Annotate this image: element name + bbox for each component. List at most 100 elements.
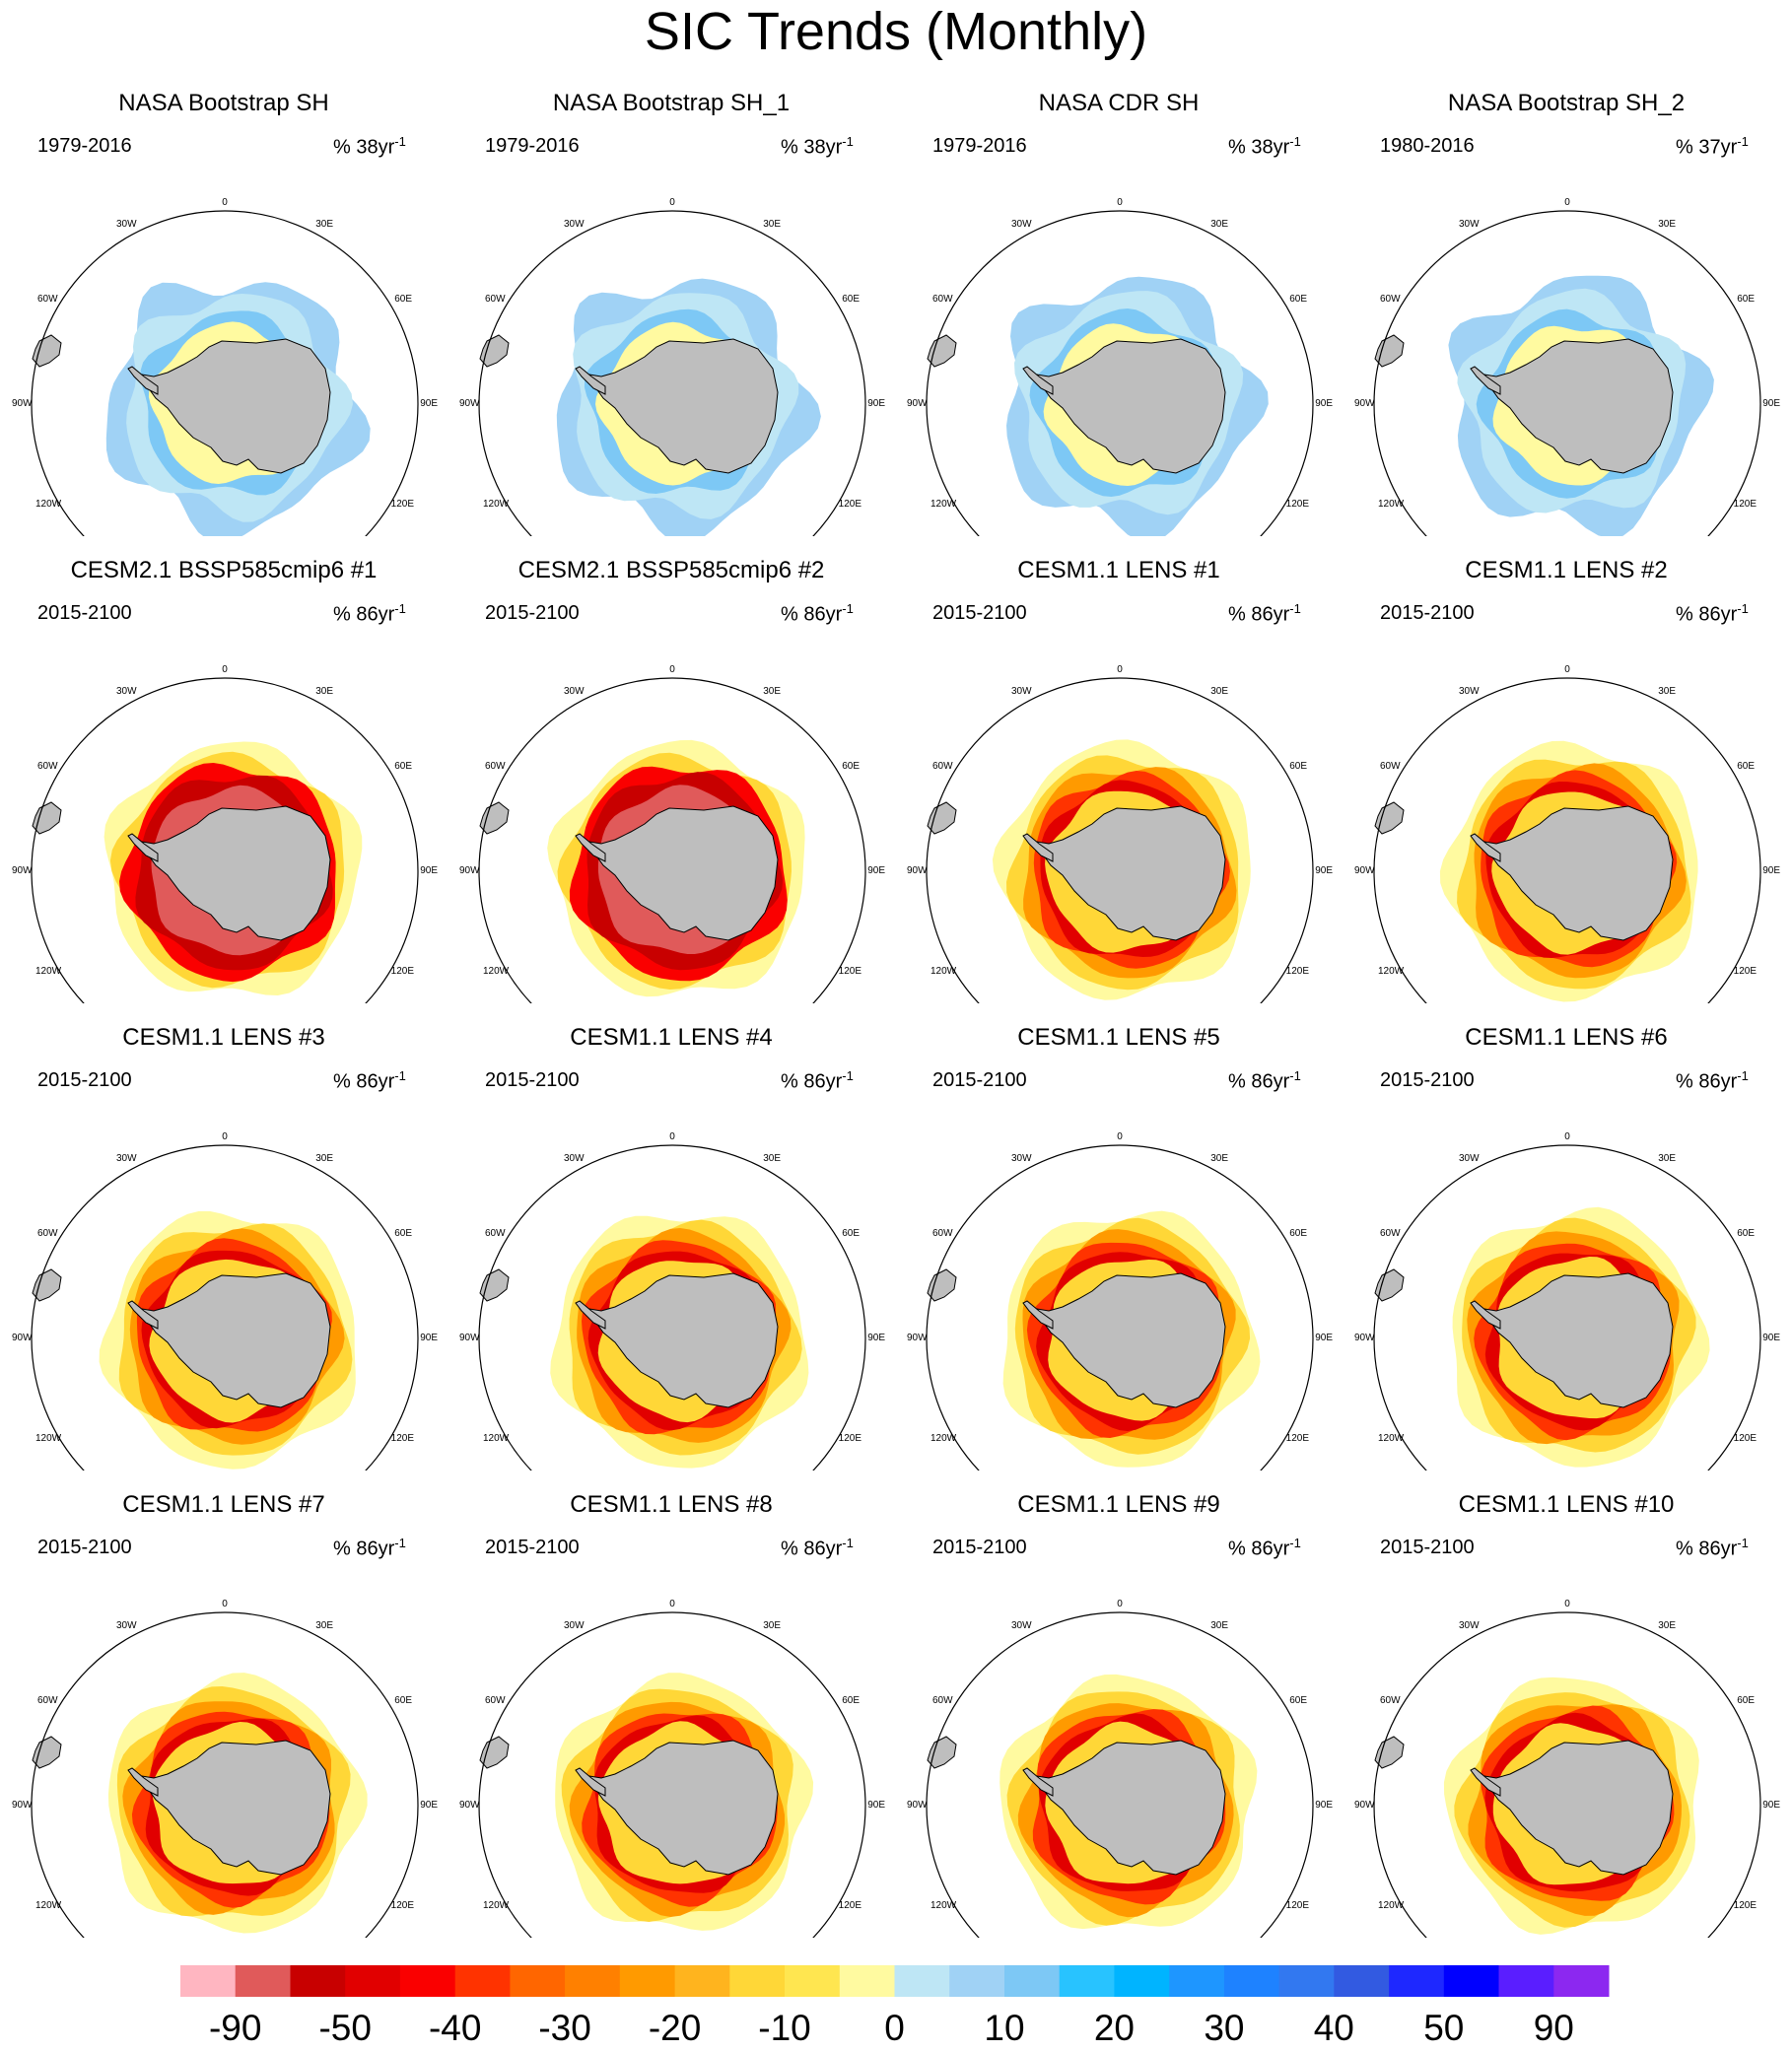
antarctic-peninsula	[127, 1767, 159, 1797]
antarctic-peninsula	[575, 1767, 606, 1797]
map-boundary-circle	[1373, 210, 1761, 536]
colorbar-swatch	[1059, 1965, 1115, 1997]
longitude-label-60e: 60E	[842, 761, 860, 772]
colorbar-swatch	[180, 1965, 237, 1997]
longitude-label-30e: 30E	[763, 1153, 781, 1164]
colorbar-swatch	[785, 1965, 841, 1997]
longitude-label-30e: 30E	[1658, 219, 1676, 230]
longitude-label-60w: 60W	[37, 1695, 58, 1706]
colorbar-swatch	[565, 1965, 621, 1997]
longitude-label-120e: 120E	[1734, 1900, 1758, 1911]
south-america-land	[32, 1736, 62, 1769]
panel-units-text: % 86yr	[333, 603, 395, 626]
longitude-label-120w: 120W	[35, 1900, 62, 1911]
longitude-label-60e: 60E	[394, 1695, 412, 1706]
longitude-label-90w: 90W	[1354, 1800, 1375, 1811]
polar-map: 018030W60W90W120W150W30E60E90E120E150E	[12, 664, 438, 1003]
polar-map: 018030W60W90W120W150W30E60E90E120E150E	[1354, 197, 1780, 536]
longitude-label-120e: 120E	[1734, 499, 1758, 510]
longitude-label-30w: 30W	[1011, 219, 1032, 230]
antarctica-land	[141, 1740, 331, 1876]
colorbar-swatch	[949, 1965, 1005, 1997]
panel-units-text: % 38yr	[1228, 136, 1290, 159]
longitude-label-0: 0	[1564, 664, 1570, 675]
longitude-label-90w: 90W	[459, 398, 480, 409]
longitude-label-0: 0	[1117, 1131, 1123, 1142]
colorbar-label: -20	[649, 2008, 701, 2048]
longitude-label-30w: 30W	[564, 686, 585, 697]
longitude-label-30w: 30W	[1459, 1153, 1480, 1164]
colorbar-swatch	[1114, 1965, 1170, 1997]
colorbar-swatch	[290, 1965, 346, 1997]
panel-units-text: % 86yr	[1228, 1538, 1290, 1560]
panel-title: NASA Bootstrap SH_2	[1447, 90, 1686, 116]
longitude-label-60e: 60E	[842, 1228, 860, 1239]
panel-title: NASA CDR SH	[1038, 90, 1200, 116]
longitude-label-90e: 90E	[867, 865, 885, 876]
longitude-label-90e: 90E	[1762, 865, 1780, 876]
panel-title: CESM1.1 LENS #7	[122, 1491, 325, 1518]
longitude-label-90e: 90E	[867, 1333, 885, 1343]
longitude-label-120e: 120E	[391, 1433, 415, 1444]
antarctica-land	[1483, 1272, 1674, 1408]
colorbar-label: -90	[209, 2008, 261, 2048]
longitude-label-30e: 30E	[1210, 1153, 1228, 1164]
panel-units-text: % 86yr	[781, 603, 843, 626]
map-boundary-circle	[478, 210, 866, 536]
antarctica-land	[588, 805, 779, 941]
longitude-label-60e: 60E	[1289, 1228, 1307, 1239]
panel-units-text: % 38yr	[781, 136, 843, 159]
antarctic-peninsula	[575, 1300, 606, 1330]
antarctic-peninsula	[575, 833, 606, 862]
panel-units-exponent: -1	[394, 1536, 406, 1550]
longitude-label-120e: 120E	[1286, 966, 1310, 977]
colorbar-swatch	[399, 1965, 456, 1997]
longitude-label-120w: 120W	[35, 1433, 62, 1444]
longitude-label-30w: 30W	[116, 1153, 137, 1164]
polar-map: 018030W60W90W120W150W30E60E90E120E150E	[12, 1599, 438, 1938]
polar-map: 018030W60W90W120W150W30E60E90E120E150E	[459, 664, 885, 1003]
map-boundary-circle	[1373, 1144, 1761, 1471]
colorbar-swatch	[894, 1965, 950, 1997]
longitude-label-60e: 60E	[1289, 1695, 1307, 1706]
panel-units-exponent: -1	[1737, 1068, 1749, 1083]
panel-units: % 86yr-1	[1228, 597, 1301, 627]
longitude-label-90w: 90W	[907, 1333, 928, 1343]
antarctica-land	[141, 1272, 331, 1408]
longitude-label-60w: 60W	[37, 294, 58, 305]
panel-years: 2015-2100	[932, 1537, 1027, 1558]
colorbar-swatch	[1334, 1965, 1390, 1997]
panel-title: CESM2.1 BSSP585cmip6 #2	[517, 557, 825, 583]
antarctica-land	[1483, 805, 1674, 941]
longitude-label-30e: 30E	[763, 1620, 781, 1631]
longitude-label-0: 0	[669, 1599, 675, 1609]
colorbar-swatch	[1443, 1965, 1499, 1997]
antarctica-land	[1036, 338, 1226, 474]
panel-years: 2015-2100	[37, 1069, 132, 1091]
panel-title: CESM1.1 LENS #1	[1017, 557, 1220, 583]
panel-units-text: % 86yr	[781, 1070, 843, 1093]
panel-units: % 86yr-1	[1676, 597, 1749, 627]
panel-title: CESM1.1 LENS #4	[570, 1024, 773, 1051]
longitude-label-60e: 60E	[1737, 1695, 1755, 1706]
map-boundary-circle	[926, 677, 1314, 1003]
colorbar-swatch	[1223, 1965, 1280, 1997]
longitude-label-30w: 30W	[1459, 219, 1480, 230]
longitude-label-60e: 60E	[842, 1695, 860, 1706]
antarctica-land	[1036, 805, 1226, 941]
map-boundary-circle	[926, 210, 1314, 536]
map-boundary-circle	[31, 677, 419, 1003]
longitude-label-120w: 120W	[930, 499, 957, 510]
longitude-label-60w: 60W	[932, 761, 953, 772]
antarctica-land	[588, 1740, 779, 1876]
south-america-land	[1374, 1268, 1405, 1302]
longitude-label-120w: 120W	[930, 1900, 957, 1911]
longitude-label-0: 0	[222, 1599, 228, 1609]
longitude-label-120w: 120W	[1378, 1433, 1405, 1444]
south-america-land	[1374, 801, 1405, 835]
panel-units-exponent: -1	[1289, 1068, 1301, 1083]
panel-units-exponent: -1	[842, 134, 854, 149]
south-america-land	[1374, 1736, 1405, 1769]
